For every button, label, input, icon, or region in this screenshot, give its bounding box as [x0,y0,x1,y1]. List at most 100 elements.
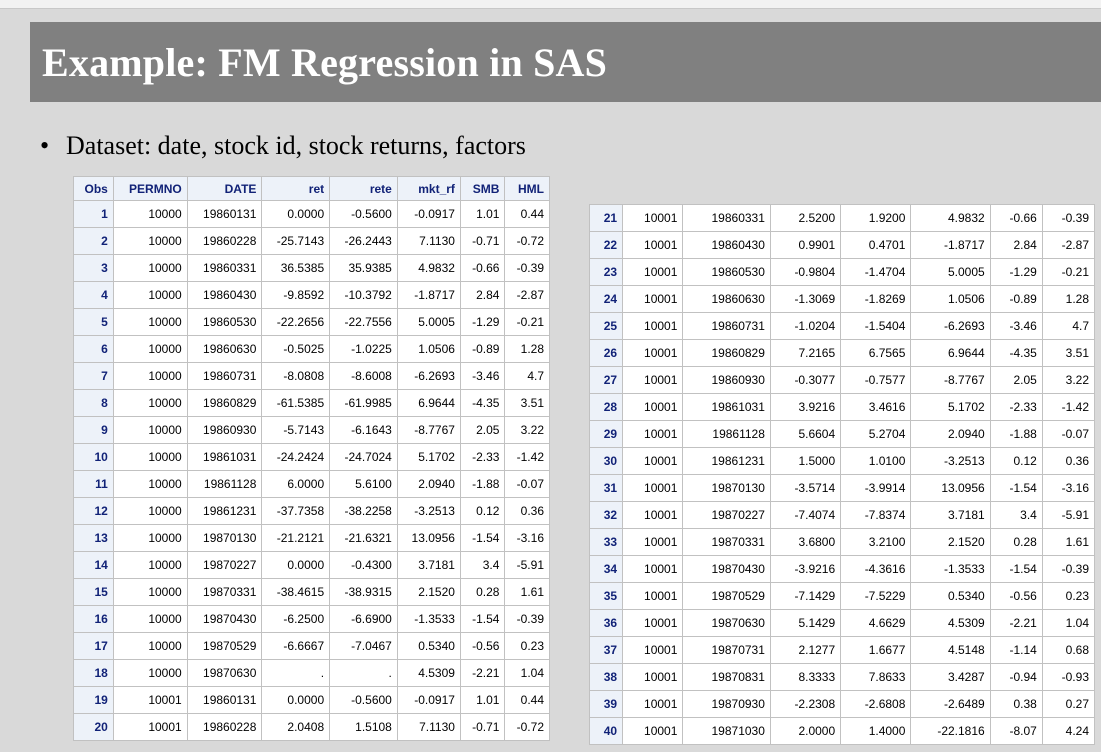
table-cell: -5.91 [1041,501,1096,529]
table-cell: -0.71 [459,227,506,255]
column-header-ret: ret [261,176,331,201]
table-cell: 1.0506 [910,285,991,313]
table-cell: 19870130 [186,524,263,552]
table-cell: 5.0005 [910,258,991,286]
table-cell: 10001 [622,717,684,745]
table-cell: -0.72 [504,227,550,255]
table-cell: -2.21 [989,609,1043,637]
table-cell: 5.1429 [769,609,842,637]
table-cell: 0.28 [989,528,1043,556]
table-cell: 2.5200 [769,204,842,232]
table-cell: -5.91 [504,551,550,579]
table-cell: -1.54 [989,555,1043,583]
table-cell: 1.5108 [329,713,398,741]
table-cell: 0.68 [1041,636,1096,664]
table-cell: 10001 [622,582,684,610]
table-cell: 4.9832 [910,204,991,232]
table-row: 40 10001 19871030 2.0000 1.4000 -22.1816 -8.07… [588,717,1096,745]
table-cell: 0.12 [989,447,1043,475]
table-cell: 10001 [622,501,684,529]
table-row: 5 10000 19860530 -22.2656 -22.7556 5.0005 -1.2… [73,308,550,336]
table-cell: 19870331 [682,528,771,556]
table-cell: 4.5309 [910,609,991,637]
table-cell: 10000 [112,335,188,363]
table-cell: 19860630 [682,285,771,313]
table-cell: 6.9644 [910,339,991,367]
table-cell: 10000 [112,659,188,687]
table-cell: 13.0956 [910,474,991,502]
table-cell: -37.7358 [261,497,331,525]
table-row: 14 10000 19870227 0.0000 -0.4300 3.7181 3.4 -5.… [73,551,550,579]
obs-cell: 1 [73,200,114,228]
obs-cell: 36 [588,609,624,637]
table-row: 35 10001 19870529 -7.1429 -7.5229 0.5340 -0.56… [588,582,1096,610]
table-cell: 6.9644 [396,389,461,417]
table-cell: 19861128 [186,470,263,498]
table-row: 4 10000 19860430 -9.8592 -10.3792 -1.8717 2.84… [73,281,550,309]
table-cell: -6.2500 [261,605,331,633]
table-cell: -1.0204 [769,312,842,340]
table-cell: -0.5025 [261,335,331,363]
table-cell: -21.2121 [261,524,331,552]
table-cell: 10000 [112,605,188,633]
table-cell: -0.66 [459,254,506,282]
obs-cell: 13 [73,524,114,552]
obs-cell: 3 [73,254,114,282]
bullet-marker: • [40,131,50,160]
obs-cell: 2 [73,227,114,255]
table-cell: -3.9914 [840,474,912,502]
table-cell: -3.16 [504,524,550,552]
table-cell: 4.6629 [840,609,912,637]
table-cell: 19860731 [682,312,771,340]
window-top-strip [0,0,1101,9]
obs-cell: 28 [588,393,624,421]
table-cell: 4.7 [1041,312,1096,340]
table-cell: -6.2693 [396,362,461,390]
table-cell: 0.4701 [840,231,912,259]
column-header-date: DATE [186,176,263,201]
obs-cell: 33 [588,528,624,556]
table-cell: -8.6008 [329,362,398,390]
table-cell: 19860228 [186,227,263,255]
table-row: 9 10000 19860930 -5.7143 -6.1643 -8.7767 2.05 3… [73,416,550,444]
obs-cell: 21 [588,204,624,232]
table-cell: -0.71 [459,713,506,741]
table-cell: -0.5600 [329,200,398,228]
table-cell: -8.07 [989,717,1043,745]
table-cell: -1.8717 [910,231,991,259]
table-cell: -4.35 [459,389,506,417]
obs-cell: 26 [588,339,624,367]
table-cell: -0.94 [989,663,1043,691]
obs-cell: 17 [73,632,114,660]
table-cell: 3.4616 [840,393,912,421]
table-cell: 19860331 [186,254,263,282]
table-cell: -2.87 [504,281,550,309]
table-cell: 1.6677 [840,636,912,664]
table-cell: -22.1816 [910,717,991,745]
table-cell: -22.2656 [261,308,331,336]
obs-cell: 20 [73,713,114,741]
table-cell: 1.04 [1041,609,1096,637]
table-cell: -8.7767 [910,366,991,394]
table-cell: 3.4 [989,501,1043,529]
table-cell: -1.14 [989,636,1043,664]
table-cell: -0.0917 [396,686,461,714]
table-header-row: Obs PERMNO DATE ret rete mkt_rf SMB HML [73,176,550,201]
table-cell: -1.4704 [840,258,912,286]
table-cell: 1.61 [504,578,550,606]
table-cell: 0.44 [504,200,550,228]
table-cell: 19860228 [186,713,263,741]
table-cell: 0.36 [504,497,550,525]
obs-cell: 34 [588,555,624,583]
table-cell: 3.51 [504,389,550,417]
table-cell: -0.5600 [329,686,398,714]
table-cell: -1.88 [459,470,506,498]
table-cell: 0.5340 [910,582,991,610]
column-header-rete: rete [329,176,398,201]
table-cell: -2.6489 [910,690,991,718]
table-cell: -1.3533 [396,605,461,633]
table-cell: 19861031 [682,393,771,421]
obs-cell: 5 [73,308,114,336]
table-cell: 0.0000 [261,686,331,714]
table-cell: -1.54 [989,474,1043,502]
